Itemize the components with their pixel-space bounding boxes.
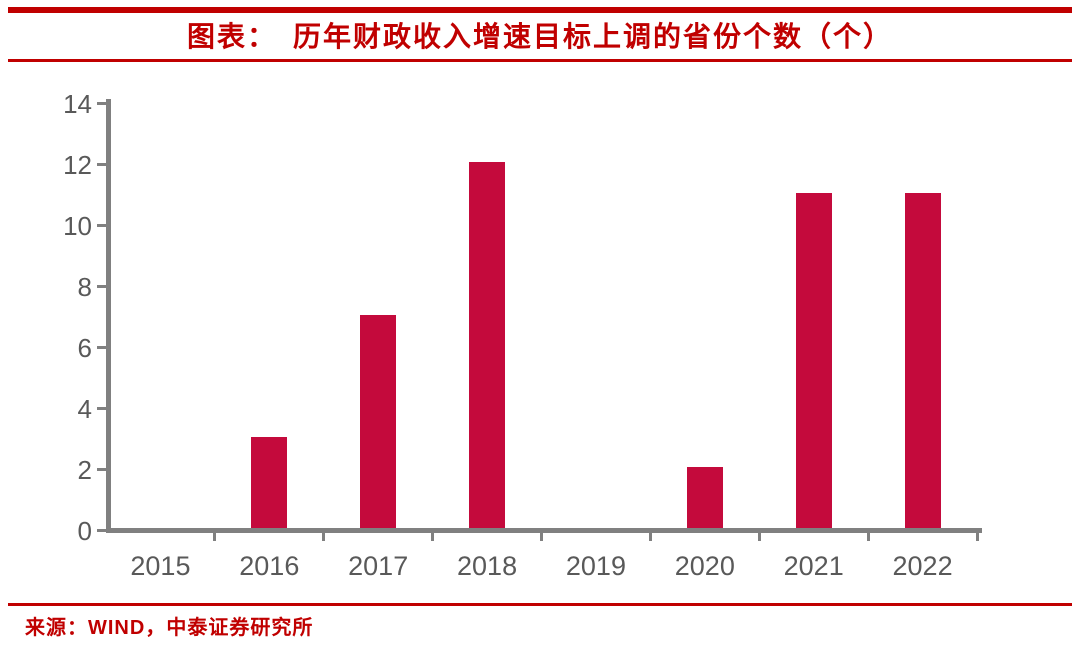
y-tick-label: 14 (63, 88, 92, 119)
chart-title: 图表： 历年财政收入增速目标上调的省份个数（个） (0, 16, 1080, 58)
bar (251, 436, 288, 528)
x-tick-label: 2015 (130, 551, 191, 581)
y-axis-line (106, 99, 111, 533)
bar (686, 467, 723, 528)
y-axis-tick (97, 102, 106, 105)
y-tick-label: 10 (63, 210, 92, 241)
chart-title-text: 历年财政收入增速目标上调的省份个数（个） (293, 21, 894, 52)
x-tick-label: 2019 (565, 551, 626, 581)
y-tick-label: 6 (77, 332, 92, 363)
x-axis-tick (213, 528, 217, 541)
y-tick-label: 8 (77, 271, 92, 302)
x-tick-label: 2021 (783, 551, 844, 581)
x-axis-tick (322, 528, 326, 541)
x-tick-label: 2022 (892, 551, 953, 581)
y-tick-label: 0 (77, 515, 92, 546)
chart-title-prefix: 图表： (186, 21, 277, 52)
x-tick-label: 2016 (239, 551, 300, 581)
x-tick-label: 2020 (674, 551, 735, 581)
bar (360, 314, 397, 528)
y-tick-label: 4 (77, 393, 92, 424)
x-axis-tick (540, 528, 543, 541)
x-axis-tick (866, 528, 870, 541)
y-axis-tick (97, 346, 106, 349)
source-note: 来源：WIND，中泰证券研究所 (25, 617, 314, 639)
y-axis-tick (97, 468, 106, 471)
x-tick-label: 2017 (348, 551, 409, 581)
y-axis-tick (97, 407, 106, 410)
bar (469, 162, 506, 528)
y-tick-label: 2 (77, 454, 92, 485)
top-divider (8, 7, 1072, 13)
y-axis-tick (97, 163, 106, 166)
x-axis-line (106, 528, 982, 533)
footer-divider (8, 603, 1072, 606)
bar (904, 192, 941, 528)
bar (795, 192, 832, 528)
y-axis-tick (97, 285, 106, 288)
y-tick-label: 12 (63, 149, 92, 180)
x-axis-tick (648, 528, 652, 541)
title-divider (8, 59, 1072, 62)
x-tick-label: 2018 (457, 551, 518, 581)
x-axis-tick (757, 528, 761, 541)
x-axis-tick (431, 528, 435, 541)
y-axis-tick (97, 224, 106, 227)
y-axis-tick (97, 529, 106, 532)
x-axis-tick (975, 528, 979, 541)
